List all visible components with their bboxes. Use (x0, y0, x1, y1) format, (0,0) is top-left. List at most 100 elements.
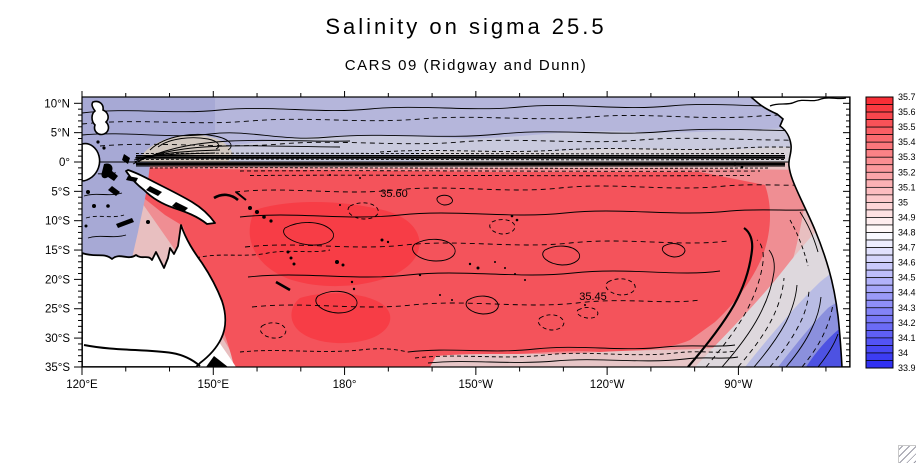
colorbar-cell (865, 149, 894, 158)
y-tick-label: 5°N (51, 128, 70, 140)
salinity-field (82, 97, 850, 367)
contour-label-35-45: 35.45 (579, 291, 607, 303)
colorbar-cell (865, 179, 894, 188)
resize-grip-icon[interactable] (898, 445, 916, 463)
contour-line (799, 211, 819, 253)
contour-line (251, 299, 701, 308)
contour-line (134, 152, 216, 159)
y-tick-label: 20°S (45, 274, 70, 286)
contour-line (135, 165, 786, 167)
colorbar-cell (865, 345, 894, 354)
colorbar-tick-label: 34.1 (898, 333, 916, 343)
colorbar-cell (865, 360, 894, 369)
colorbar-tick-label: 35.6 (898, 107, 916, 117)
colorbar-cell (865, 269, 894, 279)
island-dots (286, 162, 744, 306)
colorbar-cell (865, 292, 894, 301)
land-solomons (248, 206, 273, 223)
x-tick-label: 120°E (66, 379, 98, 391)
contour-line (489, 219, 516, 235)
colorbar-cell (865, 314, 894, 324)
page-title: Salinity on sigma 25.5 (325, 14, 606, 39)
colorbar-border (865, 96, 894, 369)
colorbar-cell (865, 141, 894, 151)
plot-frame (81, 96, 851, 368)
contour-line (135, 154, 786, 157)
colorbar-tick-label: 34.6 (898, 258, 916, 268)
contour-line (769, 290, 810, 367)
contour-line (83, 192, 123, 197)
colorbar-tick-label: 34 (898, 348, 908, 358)
contour-line (407, 344, 736, 353)
land-new-caledonia (275, 280, 291, 292)
land-ng-patch (172, 202, 188, 212)
y-tick-label: 0° (59, 157, 70, 169)
colorbar-cell (865, 224, 894, 233)
colorbar-cell (865, 352, 894, 361)
colorbar-cell (865, 126, 894, 135)
contour-line (135, 162, 786, 166)
field-nw-south-blue (82, 162, 150, 258)
contour-line (195, 249, 331, 259)
colorbar-tick-label: 35 (898, 197, 908, 207)
land-new-guinea (125, 169, 216, 225)
colorbar-tick-label: 34.5 (898, 273, 916, 283)
contour-line (705, 239, 764, 367)
x-tick-label: 90°W (724, 379, 752, 391)
contour-line (85, 214, 125, 219)
colorbar-tick-label: 34.2 (898, 318, 916, 328)
colorbar-cell (865, 119, 894, 128)
contour-line (234, 183, 819, 193)
colorbar-cell (865, 284, 894, 294)
contour-line (259, 322, 287, 339)
colorbar-cell (865, 262, 894, 271)
land-new-britain (213, 193, 239, 202)
colorbar-tick-label: 35.2 (898, 167, 916, 177)
axis-ticks (74, 91, 850, 375)
x-tick-label: 180° (333, 379, 357, 391)
contour-line (247, 270, 721, 278)
colorbar-cell (865, 134, 894, 143)
colorbar-cell (865, 239, 894, 248)
contour-line (347, 202, 379, 220)
contour-line (149, 133, 232, 151)
contour-line (542, 245, 581, 266)
contour-line (149, 167, 771, 169)
colorbar-cell (865, 330, 894, 339)
colorbar-cell (865, 104, 894, 113)
colorbar-tick-label: 34.9 (898, 212, 916, 222)
land-masses (82, 97, 850, 367)
contour-line (753, 284, 798, 367)
y-tick-label: 35°S (45, 362, 70, 374)
colorbar: 35.7 35.6 35.5 35.4 35.3 35.2 35.1 35 34.9 34.8 34… (865, 92, 916, 373)
colorbar-cell (865, 209, 894, 218)
colorbar-cell (865, 232, 894, 241)
colorbar-tick-label: 33.9 (898, 363, 916, 373)
colorbar-cell (865, 171, 894, 181)
y-tick-label: 10°N (44, 98, 70, 110)
contour-line (133, 149, 221, 161)
land-caribbean-coast (769, 97, 847, 107)
contour-line (465, 295, 499, 315)
contour-line (785, 296, 822, 367)
land-australia-south-coast (83, 344, 201, 367)
contour-line (737, 277, 785, 367)
colorbar-tick-label: 34.4 (898, 288, 916, 298)
contour-line (82, 103, 850, 114)
contour-line (427, 356, 739, 364)
contour-line (239, 170, 761, 172)
y-tick-label: 25°S (45, 304, 70, 316)
colorbar-cell (865, 156, 894, 166)
colorbar-cell (865, 202, 894, 211)
contour-line (157, 137, 220, 150)
colorbar-cell (865, 299, 894, 309)
land-borneo (82, 142, 101, 182)
contour-line (87, 234, 127, 239)
colorbar-tick-label: 34.8 (898, 228, 916, 238)
field-se-blue-deep (806, 326, 850, 367)
contour-line (605, 278, 636, 296)
land-cape (206, 356, 228, 367)
colorbar-cell (865, 96, 894, 105)
y-tick-label: 10°S (45, 216, 70, 228)
land-philippines (91, 100, 110, 136)
